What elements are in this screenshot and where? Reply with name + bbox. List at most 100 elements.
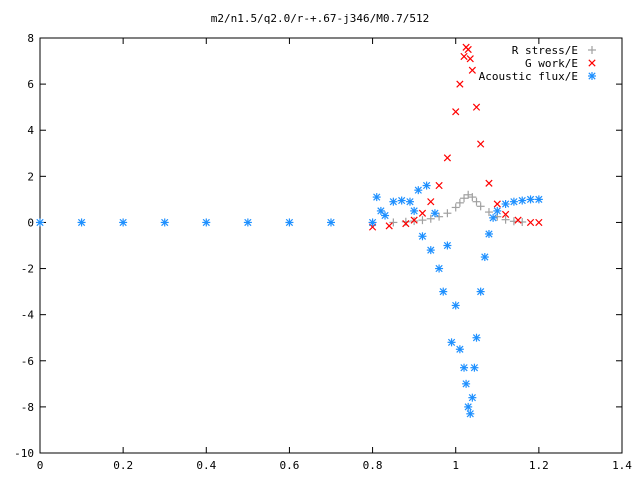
data-point <box>472 197 481 206</box>
data-point <box>534 195 543 204</box>
data-point <box>476 287 485 296</box>
legend-marker <box>588 46 596 54</box>
data-point <box>405 197 414 206</box>
data-point <box>489 213 498 222</box>
y-tick-label: 0 <box>27 216 34 229</box>
x-tick-label: 0.2 <box>113 459 133 472</box>
data-point <box>456 80 464 88</box>
legend-label: R stress/E <box>512 44 578 57</box>
data-point <box>385 222 393 230</box>
data-point <box>368 218 377 227</box>
data-point <box>480 253 489 262</box>
data-point <box>451 203 460 212</box>
data-point <box>414 186 423 195</box>
data-point <box>466 409 475 418</box>
data-point <box>470 363 479 372</box>
x-tick-label: 1.4 <box>612 459 632 472</box>
x-tick-label: 0 <box>37 459 44 472</box>
data-point <box>202 218 211 227</box>
data-point <box>422 181 431 190</box>
data-point <box>484 229 493 238</box>
data-point <box>119 218 128 227</box>
data-point <box>464 190 473 199</box>
y-tick-label: 8 <box>27 32 34 45</box>
data-point <box>418 232 427 241</box>
data-point <box>455 198 464 207</box>
data-point <box>452 108 460 116</box>
y-tick-label: -10 <box>14 447 34 460</box>
series-2 <box>36 181 543 418</box>
data-point <box>443 209 452 218</box>
legend-marker <box>588 72 596 80</box>
data-point <box>426 214 435 223</box>
data-point <box>460 194 469 203</box>
data-point <box>472 333 481 342</box>
legend-label: G work/E <box>525 57 578 70</box>
x-tick-label: 1.2 <box>529 459 549 472</box>
data-point <box>426 246 435 255</box>
data-point <box>389 197 398 206</box>
data-point <box>501 200 510 208</box>
x-tick-label: 0.4 <box>196 459 216 472</box>
data-point <box>410 217 419 226</box>
chart-title: m2/n1.5/q2.0/r-+.67-j346/M0.7/512 <box>211 12 430 25</box>
data-point <box>389 218 398 227</box>
data-point <box>509 197 518 206</box>
data-point <box>160 218 169 227</box>
y-tick-label: -6 <box>21 355 34 368</box>
data-point <box>327 218 335 227</box>
data-point <box>451 301 460 310</box>
data-point <box>439 287 448 296</box>
data-point <box>430 209 439 218</box>
data-point <box>435 181 443 190</box>
data-point <box>484 208 493 217</box>
data-point <box>410 216 418 224</box>
data-point <box>493 200 501 208</box>
x-tick-label: 0.6 <box>279 459 299 472</box>
y-tick-label: 4 <box>27 124 34 137</box>
data-point <box>418 209 427 217</box>
data-point <box>476 202 485 211</box>
data-point <box>372 193 381 202</box>
data-point <box>485 179 493 187</box>
data-point <box>427 198 435 206</box>
data-point <box>397 196 406 205</box>
data-point <box>464 402 473 411</box>
data-point <box>435 264 444 273</box>
data-point <box>493 206 502 215</box>
data-point <box>468 393 477 402</box>
data-point <box>447 338 456 347</box>
y-tick-label: -2 <box>21 263 34 276</box>
data-point <box>462 379 471 388</box>
data-point <box>410 206 419 215</box>
series-0 <box>389 190 527 227</box>
x-tick-label: 0.8 <box>363 459 383 472</box>
data-point <box>460 363 469 372</box>
data-point <box>443 154 452 162</box>
data-point <box>514 216 522 224</box>
data-point <box>443 241 452 250</box>
data-point <box>526 195 535 204</box>
data-point <box>243 218 252 227</box>
data-point <box>466 55 474 63</box>
data-point <box>501 210 510 218</box>
data-point <box>460 52 468 61</box>
data-point <box>285 218 294 227</box>
y-tick-label: -8 <box>21 401 34 414</box>
data-point <box>472 103 481 111</box>
data-point <box>418 216 427 225</box>
axis-ticks: 0 0.2 0.4 0.6 0.8 1 1.2 1.4 -10 -8 -6 -4 -2 0 2 4 6 8 <box>14 32 632 472</box>
data-point <box>402 219 410 228</box>
y-tick-label: -4 <box>21 309 35 322</box>
data-point <box>464 45 472 54</box>
series-layer <box>36 43 543 418</box>
data-point <box>526 218 535 227</box>
data-point <box>477 140 485 148</box>
data-point <box>435 212 444 221</box>
y-tick-label: 2 <box>27 170 34 183</box>
data-point <box>535 218 543 227</box>
data-point <box>501 215 510 224</box>
data-point <box>468 193 477 202</box>
